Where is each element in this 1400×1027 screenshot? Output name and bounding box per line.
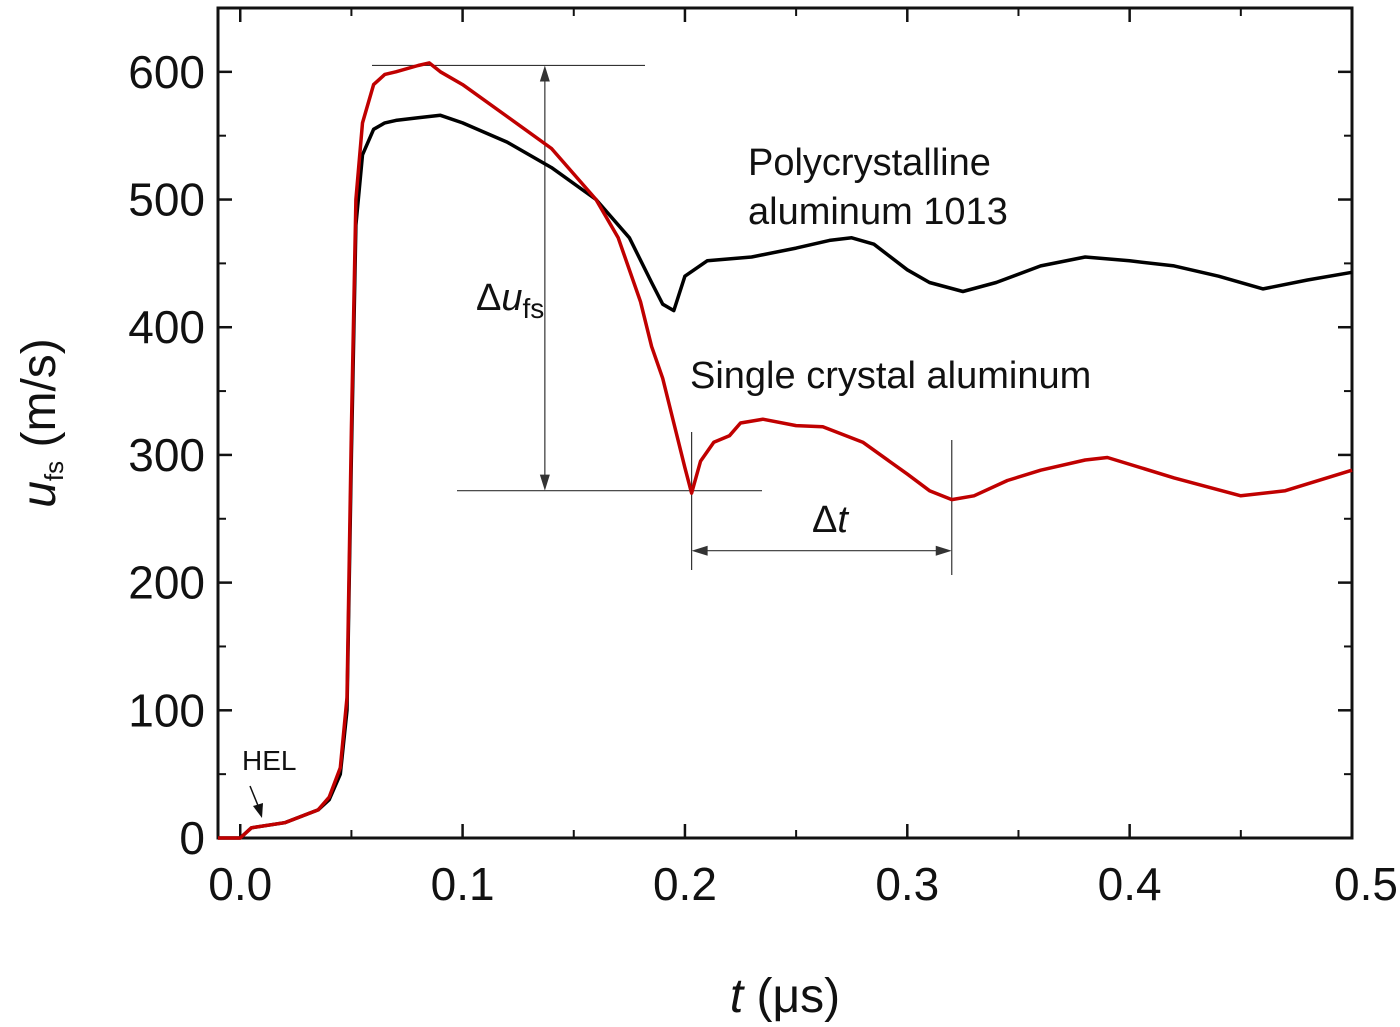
series-group — [218, 61, 1353, 840]
delta-t-label: Δt — [812, 499, 849, 541]
delta-t-var: t — [837, 499, 849, 541]
y-tick-label: 100 — [128, 684, 205, 736]
y-tick-label: 500 — [128, 174, 205, 226]
delta-u-var: u — [501, 277, 522, 319]
y-axis-unit: (m/s) — [13, 338, 66, 461]
x-axis-title: t (μs) — [730, 970, 840, 1023]
y-tick-label: 600 — [128, 46, 205, 98]
plot-frame — [216, 6, 1354, 840]
x-axis-unit: (μs) — [743, 970, 840, 1023]
x-tick-label: 0.5 — [1334, 858, 1398, 910]
x-axis-ticks: 0.0 0.1 0.2 0.3 0.4 0.5 — [208, 8, 1398, 910]
delta-u-arrowhead-bottom — [539, 474, 550, 491]
y-tick-label: 200 — [128, 557, 205, 609]
x-tick-label: 0.2 — [653, 858, 717, 910]
delta-u-label: Δufs — [476, 277, 544, 324]
delta-t-prefix: Δ — [812, 499, 837, 541]
y-tick-label: 400 — [128, 301, 205, 353]
hel-arrow-head — [253, 803, 263, 818]
y-axis-title: ufs (m/s) — [13, 338, 69, 508]
y-tick-label: 300 — [128, 429, 205, 481]
delta-u-sub: fs — [523, 293, 545, 324]
x-tick-label: 0.1 — [431, 858, 495, 910]
y-axis-ticks: 0 100 200 300 400 500 600 — [128, 46, 1352, 864]
y-axis-var: u — [13, 481, 66, 508]
y-axis-sub: fs — [39, 461, 69, 481]
x-tick-label: 0.3 — [875, 858, 939, 910]
x-tick-label: 0.0 — [208, 858, 272, 910]
y-tick-label: 0 — [179, 812, 205, 864]
delta-t-arrowhead-left — [691, 545, 708, 556]
series-line — [218, 61, 1353, 840]
delta-t-arrowhead-right — [935, 545, 952, 556]
hel-label: HEL — [242, 745, 296, 776]
x-axis-var: t — [730, 970, 745, 1023]
single-label: Single crystal aluminum — [690, 355, 1091, 397]
x-tick-label: 0.4 — [1098, 858, 1162, 910]
hel-arrow-line — [249, 785, 260, 809]
delta-u-arrowhead-top — [539, 65, 550, 82]
delta-u-prefix: Δ — [476, 277, 501, 319]
annotation-lines — [372, 64, 953, 575]
poly-label-line2: aluminum 1013 — [748, 191, 1008, 233]
poly-label-line1: Polycrystalline — [748, 142, 991, 184]
